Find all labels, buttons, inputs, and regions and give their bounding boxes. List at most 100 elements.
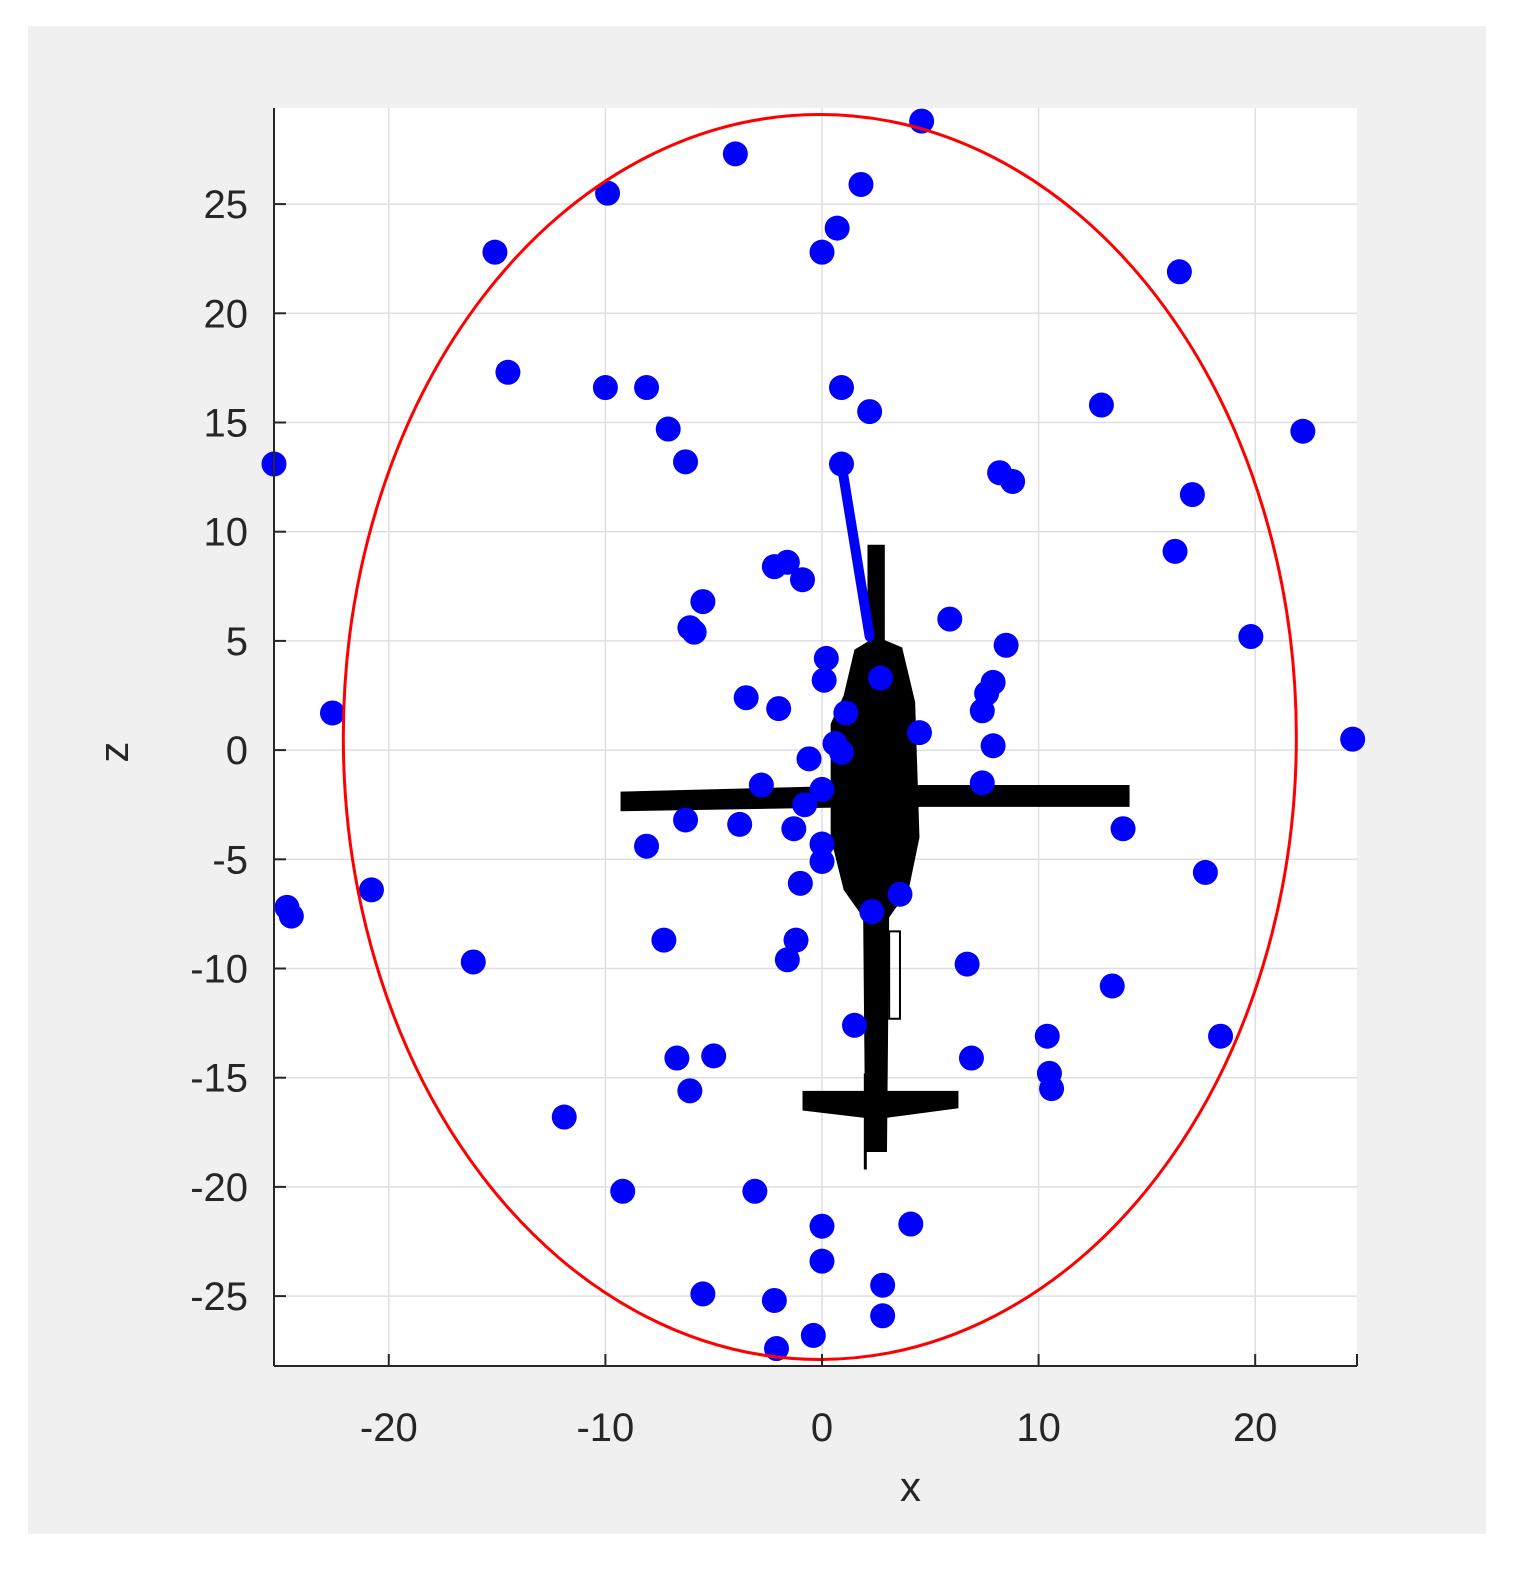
boundary-circle — [341, 113, 1298, 1361]
data-point — [790, 567, 816, 593]
y-tick-label: -10 — [190, 948, 248, 992]
data-point — [809, 239, 835, 265]
data-point — [1290, 418, 1316, 444]
data-point — [733, 685, 759, 711]
data-point — [460, 949, 486, 975]
data-point — [673, 807, 699, 833]
data-point — [898, 1211, 924, 1237]
data-point — [1088, 392, 1114, 418]
data-point — [993, 632, 1019, 658]
data-point — [748, 772, 774, 798]
data-point — [761, 554, 787, 580]
y-axis-label: z — [90, 742, 137, 763]
data-point — [800, 1322, 826, 1348]
data-point — [813, 645, 839, 671]
data-point — [495, 359, 521, 385]
y-tick-label: 20 — [204, 292, 249, 336]
axes — [273, 108, 1358, 1367]
data-point — [792, 792, 818, 818]
data-point — [701, 1043, 727, 1069]
data-point — [796, 746, 822, 772]
data-point — [867, 665, 893, 691]
data-point — [824, 215, 850, 241]
tick-labels: -20 -10 0 10 20 -25 -20 -15 -10 -5 0 5 10 15 20 25 — [190, 183, 1277, 1450]
data-point — [482, 239, 508, 265]
data-point — [1034, 1023, 1060, 1049]
data-point — [828, 451, 854, 477]
x-tick-label: -20 — [360, 1406, 418, 1450]
boundary-circle-group — [341, 113, 1298, 1361]
data-point — [887, 881, 913, 907]
data-point — [1000, 468, 1026, 494]
x-tick-label: -10 — [576, 1406, 634, 1450]
data-point — [1110, 816, 1136, 842]
data-point — [634, 375, 660, 401]
data-point — [610, 1178, 636, 1204]
data-point — [809, 1213, 835, 1239]
data-point — [870, 1303, 896, 1329]
plot-area — [274, 108, 1357, 1366]
data-point — [1208, 1023, 1234, 1049]
data-point — [809, 776, 835, 802]
blue-line — [836, 458, 875, 642]
data-point — [1179, 482, 1205, 508]
data-point — [870, 1272, 896, 1298]
data-point — [980, 733, 1006, 759]
data-point — [783, 927, 809, 953]
data-point — [727, 811, 753, 837]
data-point — [677, 1078, 703, 1104]
data-point — [787, 870, 813, 896]
data-point — [781, 816, 807, 842]
data-point — [319, 700, 345, 726]
data-point — [1192, 859, 1218, 885]
y-tick-label: -15 — [190, 1057, 248, 1101]
data-point — [681, 619, 707, 645]
data-point — [761, 1287, 787, 1313]
data-point — [1099, 973, 1125, 999]
data-point — [551, 1104, 577, 1130]
data-point — [774, 947, 800, 973]
data-point — [841, 1012, 867, 1038]
data-point — [857, 399, 883, 425]
data-point — [937, 606, 963, 632]
data-point — [969, 698, 995, 724]
data-point — [664, 1045, 690, 1071]
y-tick-label: -20 — [190, 1166, 248, 1210]
y-tick-label: -5 — [212, 838, 248, 882]
data-point — [809, 831, 835, 857]
data-point — [958, 1045, 984, 1071]
data-point — [969, 770, 995, 796]
y-tick-label: 15 — [204, 402, 249, 446]
data-point — [833, 700, 859, 726]
data-point — [722, 141, 748, 167]
helicopter-wing — [620, 785, 1130, 812]
data-point — [1039, 1076, 1065, 1102]
y-tick-label: -25 — [190, 1275, 248, 1319]
y-tick-label: 5 — [226, 620, 248, 664]
data-point — [848, 171, 874, 197]
x-tick-label: 20 — [1233, 1406, 1278, 1450]
y-tick-label: 25 — [204, 183, 249, 227]
data-point — [809, 1248, 835, 1274]
data-point — [690, 589, 716, 615]
data-point — [634, 833, 660, 859]
data-point — [828, 375, 854, 401]
data-point — [828, 739, 854, 765]
helicopter-outline-detail — [888, 930, 901, 1020]
data-point — [358, 877, 384, 903]
blue-line-group — [836, 458, 875, 642]
data-point — [595, 180, 621, 206]
data-point — [859, 899, 885, 925]
data-point — [906, 720, 932, 746]
data-point — [1166, 259, 1192, 285]
data-points — [261, 108, 1366, 1362]
data-point — [742, 1178, 768, 1204]
data-point — [655, 416, 681, 442]
y-tick-label: 0 — [226, 729, 248, 773]
data-point — [673, 449, 699, 475]
data-point — [954, 951, 980, 977]
x-axis-label: x — [900, 1463, 921, 1510]
data-point — [811, 667, 837, 693]
helicopter-stabilizer — [802, 1090, 959, 1120]
data-point — [1340, 726, 1366, 752]
